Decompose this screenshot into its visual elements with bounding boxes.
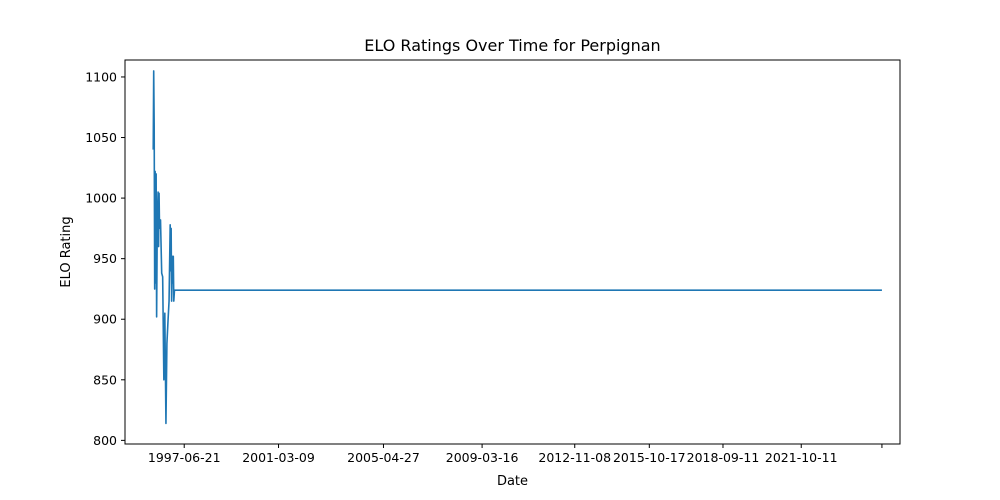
chart-title: ELO Ratings Over Time for Perpignan [364,36,660,55]
plot-area [152,70,882,425]
y-tick-label: 1100 [85,69,117,84]
y-tick-label: 1050 [85,130,117,145]
x-tick-label: 2009-03-16 [446,450,519,465]
x-tick-label: 2001-03-09 [242,450,315,465]
x-axis: 1997-06-21 2001-03-09 2005-04-27 2009-03-16… [148,444,883,465]
x-tick-label: 2015-10-17 [613,450,686,465]
y-tick-label: 950 [93,251,117,266]
x-tick-label: 2012-11-08 [538,450,611,465]
x-axis-label: Date [497,474,528,489]
series-line-0 [152,70,882,425]
axes-frame [124,59,901,445]
x-tick-label: 2021-10-11 [765,450,838,465]
y-axis-label: ELO Rating [59,216,74,287]
x-tick-label: 2005-04-27 [347,450,420,465]
y-tick-label: 900 [93,312,117,327]
y-tick-label: 1000 [85,191,117,206]
x-tick-label: 2018-09-11 [687,450,760,465]
y-tick-label: 850 [93,372,117,387]
x-tick-label: 1997-06-21 [148,450,221,465]
y-axis: 800 850 900 950 1000 1050 1100 [85,69,125,448]
y-tick-label: 800 [93,433,117,448]
